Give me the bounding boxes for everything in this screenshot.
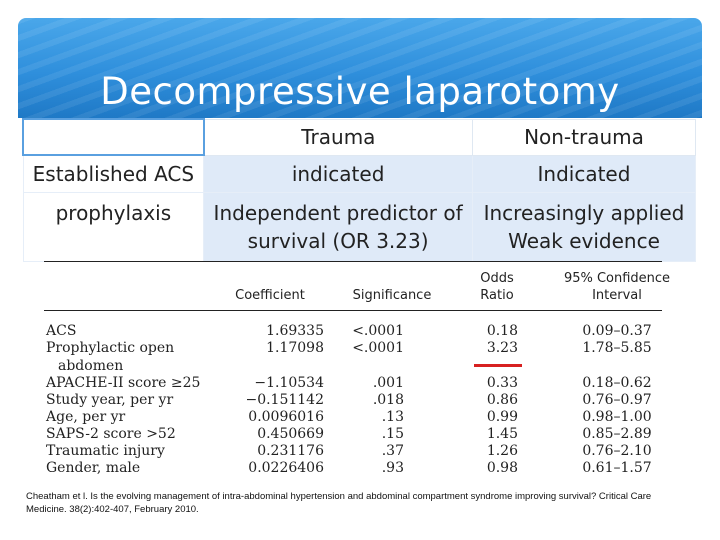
header-coefficient: Coefficient bbox=[235, 288, 305, 303]
row-significance: .15 bbox=[381, 426, 404, 442]
row-odds-ratio: 0.98 bbox=[486, 460, 518, 476]
header-interval: Interval bbox=[592, 288, 642, 303]
slide-title: Decompressive laparotomy bbox=[100, 70, 620, 113]
row-ci: 0.98–1.00 bbox=[582, 409, 652, 425]
row-coefficient: 1.17098 bbox=[266, 340, 324, 356]
row-ci: 0.18–0.62 bbox=[582, 375, 652, 391]
table-row: Age, per yr 0.0096016 .13 0.99 0.98–1.00 bbox=[44, 409, 662, 425]
table-row: Study year, per yr −0.151142 .018 0.86 0… bbox=[44, 392, 662, 408]
row-significance: .001 bbox=[372, 375, 404, 391]
header-odds: Odds bbox=[480, 271, 514, 286]
row-coefficient: −1.10534 bbox=[254, 375, 324, 391]
row-coefficient: 0.0096016 bbox=[248, 409, 324, 425]
row-odds-ratio: 0.99 bbox=[486, 409, 518, 425]
table-row: Traumatic injury 0.231176 .37 1.26 0.76–… bbox=[44, 443, 662, 459]
cell-non-trauma-prophylaxis-line1: Increasingly applied bbox=[483, 201, 685, 225]
table-row: ACS 1.69335 <.0001 0.18 0.09–0.37 bbox=[44, 323, 662, 339]
summary-header-non-trauma: Non-trauma bbox=[471, 118, 697, 156]
table-row: APACHE-II score ≥25 −1.10534 .001 0.33 0… bbox=[44, 375, 662, 391]
row-significance: <.0001 bbox=[352, 340, 404, 356]
row-label: ACS bbox=[46, 323, 77, 339]
row-label-established-acs: Established ACS bbox=[22, 154, 205, 193]
row-ci: 0.76–2.10 bbox=[582, 443, 652, 459]
cell-non-trauma-established: Indicated bbox=[471, 154, 697, 193]
header-ratio: Ratio bbox=[480, 288, 514, 303]
summary-table: Trauma Non-trauma Established ACS indica… bbox=[22, 118, 697, 262]
table-row: abdomen bbox=[44, 358, 662, 374]
table-top-rule bbox=[44, 261, 662, 262]
row-ci: 0.85–2.89 bbox=[582, 426, 652, 442]
cell-non-trauma-prophylaxis: Increasingly applied Weak evidence bbox=[471, 192, 697, 262]
row-label: Gender, male bbox=[46, 460, 141, 476]
citation-line-1: Cheatham et l. Is the evolving managemen… bbox=[26, 491, 652, 502]
row-significance: .93 bbox=[381, 460, 404, 476]
summary-row-prophylaxis: prophylaxis Independent predictor of sur… bbox=[22, 192, 697, 262]
row-label-prophylaxis: prophylaxis bbox=[22, 192, 205, 262]
row-odds-ratio: 0.86 bbox=[486, 392, 518, 408]
table-row: SAPS-2 score >52 0.450669 .15 1.45 0.85–… bbox=[44, 426, 662, 442]
row-label: SAPS-2 score >52 bbox=[46, 426, 176, 442]
highlight-underline bbox=[474, 364, 522, 367]
cell-trauma-prophylaxis: Independent predictor of survival (OR 3.… bbox=[203, 192, 473, 262]
row-coefficient: 0.231176 bbox=[257, 443, 324, 459]
row-label: Prophylactic open bbox=[46, 340, 175, 356]
row-label: Study year, per yr bbox=[46, 392, 174, 408]
header-ci: 95% Confidence bbox=[563, 271, 671, 286]
row-significance: <.0001 bbox=[352, 323, 404, 339]
row-odds-ratio: 0.33 bbox=[486, 375, 518, 391]
cell-non-trauma-prophylaxis-line2: Weak evidence bbox=[508, 229, 660, 253]
row-coefficient: −0.151142 bbox=[245, 392, 324, 408]
row-label: abdomen bbox=[58, 358, 124, 374]
row-label: Traumatic injury bbox=[46, 443, 165, 459]
row-coefficient: 0.450669 bbox=[257, 426, 324, 442]
row-label: Age, per yr bbox=[46, 409, 126, 425]
table-row: Prophylactic open 1.17098 <.0001 3.23 1.… bbox=[44, 340, 662, 356]
summary-header-trauma: Trauma bbox=[203, 118, 473, 156]
title-banner: Decompressive laparotomy bbox=[18, 18, 702, 118]
row-label: APACHE-II score ≥25 bbox=[46, 375, 201, 391]
row-coefficient: 1.69335 bbox=[266, 323, 324, 339]
summary-header-empty bbox=[22, 118, 205, 156]
table-header-rule bbox=[44, 310, 662, 311]
row-odds-ratio: 1.26 bbox=[486, 443, 518, 459]
row-ci: 0.09–0.37 bbox=[582, 323, 652, 339]
summary-row-established-acs: Established ACS indicated Indicated bbox=[22, 154, 697, 193]
row-significance: .13 bbox=[381, 409, 404, 425]
row-odds-ratio: 1.45 bbox=[486, 426, 518, 442]
table-row: Gender, male 0.0226406 .93 0.98 0.61–1.5… bbox=[44, 460, 662, 476]
cell-trauma-prophylaxis-line2: survival (OR 3.23) bbox=[247, 229, 429, 253]
cell-trauma-established: indicated bbox=[203, 154, 473, 193]
row-ci: 1.78–5.85 bbox=[582, 340, 652, 356]
summary-header-row: Trauma Non-trauma bbox=[22, 118, 697, 156]
header-significance: Significance bbox=[352, 288, 432, 303]
regression-table: Coefficient Significance Odds Ratio 95% … bbox=[44, 258, 670, 478]
row-ci: 0.76–0.97 bbox=[582, 392, 652, 408]
row-ci: 0.61–1.57 bbox=[582, 460, 652, 476]
citation: Cheatham et l. Is the evolving managemen… bbox=[26, 490, 696, 516]
cell-trauma-prophylaxis-line1: Independent predictor of bbox=[213, 201, 463, 225]
row-significance: .018 bbox=[372, 392, 404, 408]
citation-line-2: Medicine. 38(2):402-407, February 2010. bbox=[26, 504, 199, 515]
row-odds-ratio: 0.18 bbox=[486, 323, 518, 339]
row-odds-ratio: 3.23 bbox=[486, 340, 518, 356]
row-coefficient: 0.0226406 bbox=[248, 460, 324, 476]
row-significance: .37 bbox=[381, 443, 404, 459]
